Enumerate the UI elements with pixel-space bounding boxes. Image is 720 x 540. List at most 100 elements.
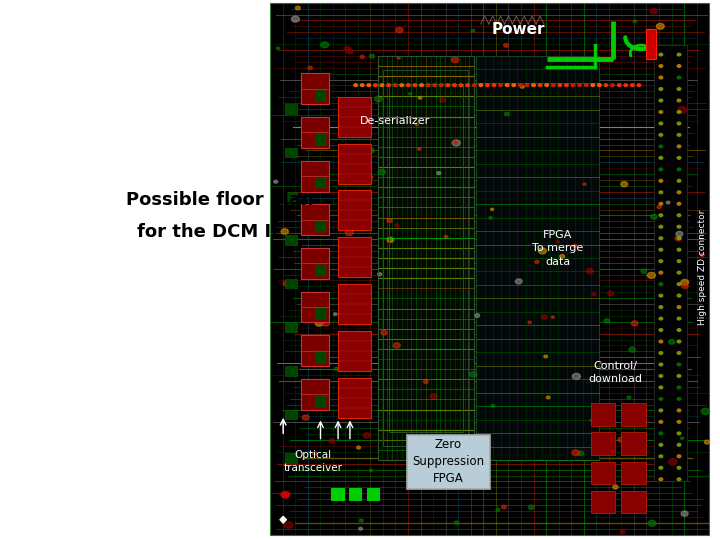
Circle shape [678,260,681,262]
Circle shape [453,84,456,86]
Circle shape [420,84,423,86]
Circle shape [426,84,430,86]
Bar [338,97,371,137]
Circle shape [659,157,662,159]
Circle shape [606,433,611,437]
Circle shape [393,84,397,86]
Circle shape [659,65,662,68]
Circle shape [659,179,662,182]
Circle shape [613,485,618,489]
Circle shape [281,491,289,498]
Circle shape [701,408,709,415]
Bar [646,29,657,58]
Circle shape [659,375,662,377]
Circle shape [276,47,280,50]
Bar [317,265,326,276]
Circle shape [274,180,278,183]
Circle shape [659,352,662,354]
Circle shape [666,201,670,204]
Circle shape [521,85,524,88]
Circle shape [678,478,681,481]
Circle shape [678,191,681,194]
Circle shape [396,28,403,33]
Circle shape [446,84,450,86]
Bar [292,235,297,245]
Circle shape [650,9,657,14]
Circle shape [559,254,564,258]
Bar [621,462,646,484]
Circle shape [659,202,662,205]
Circle shape [659,478,662,481]
Circle shape [491,404,495,407]
Bar [349,488,361,500]
Bar [285,148,291,158]
Bar [285,104,291,114]
Circle shape [430,394,437,399]
Bar [477,56,599,460]
Bar [377,56,474,460]
Circle shape [621,181,628,187]
Circle shape [281,229,289,234]
Circle shape [415,123,418,126]
Circle shape [633,20,636,23]
Circle shape [310,403,318,408]
Bar [590,403,615,426]
Bar [338,191,371,231]
Bar [389,84,463,432]
Bar [317,396,326,407]
Circle shape [433,84,436,86]
Circle shape [346,49,353,54]
Circle shape [345,230,354,235]
Circle shape [531,84,535,86]
Circle shape [678,329,681,332]
Bar [285,192,291,201]
Circle shape [308,66,312,70]
Circle shape [659,409,662,411]
Circle shape [659,191,662,194]
Bar [338,284,371,324]
Circle shape [512,84,516,86]
Circle shape [474,314,480,318]
Circle shape [367,148,374,153]
Circle shape [681,511,688,516]
Circle shape [680,437,684,440]
Circle shape [659,133,662,136]
Circle shape [678,202,681,205]
Circle shape [678,352,681,354]
Circle shape [678,455,681,457]
Bar [317,178,326,188]
Bar [292,366,297,375]
Circle shape [370,176,373,178]
Circle shape [454,521,459,524]
Circle shape [617,84,621,86]
Bar [270,3,709,535]
Circle shape [479,84,482,86]
Circle shape [678,397,681,400]
Circle shape [374,84,377,86]
Circle shape [659,329,662,332]
Text: Control/
download: Control/ download [589,361,643,384]
Circle shape [492,84,496,86]
Circle shape [572,244,577,247]
Circle shape [354,84,357,86]
Circle shape [545,84,549,86]
Circle shape [659,306,662,308]
Circle shape [678,157,681,159]
Circle shape [659,386,662,389]
Circle shape [678,179,681,182]
Text: Possible floor plan: Possible floor plan [126,191,314,209]
Circle shape [400,84,404,86]
Polygon shape [279,516,287,523]
Bar [301,292,329,322]
Bar [383,70,469,446]
Circle shape [592,293,596,295]
Circle shape [659,145,662,148]
Circle shape [335,367,339,370]
Bar [285,453,291,463]
Circle shape [659,317,662,320]
Circle shape [659,283,662,286]
Circle shape [552,316,554,318]
Text: Optical
transceiver: Optical transceiver [284,450,343,473]
Circle shape [657,23,665,29]
Circle shape [377,273,382,276]
